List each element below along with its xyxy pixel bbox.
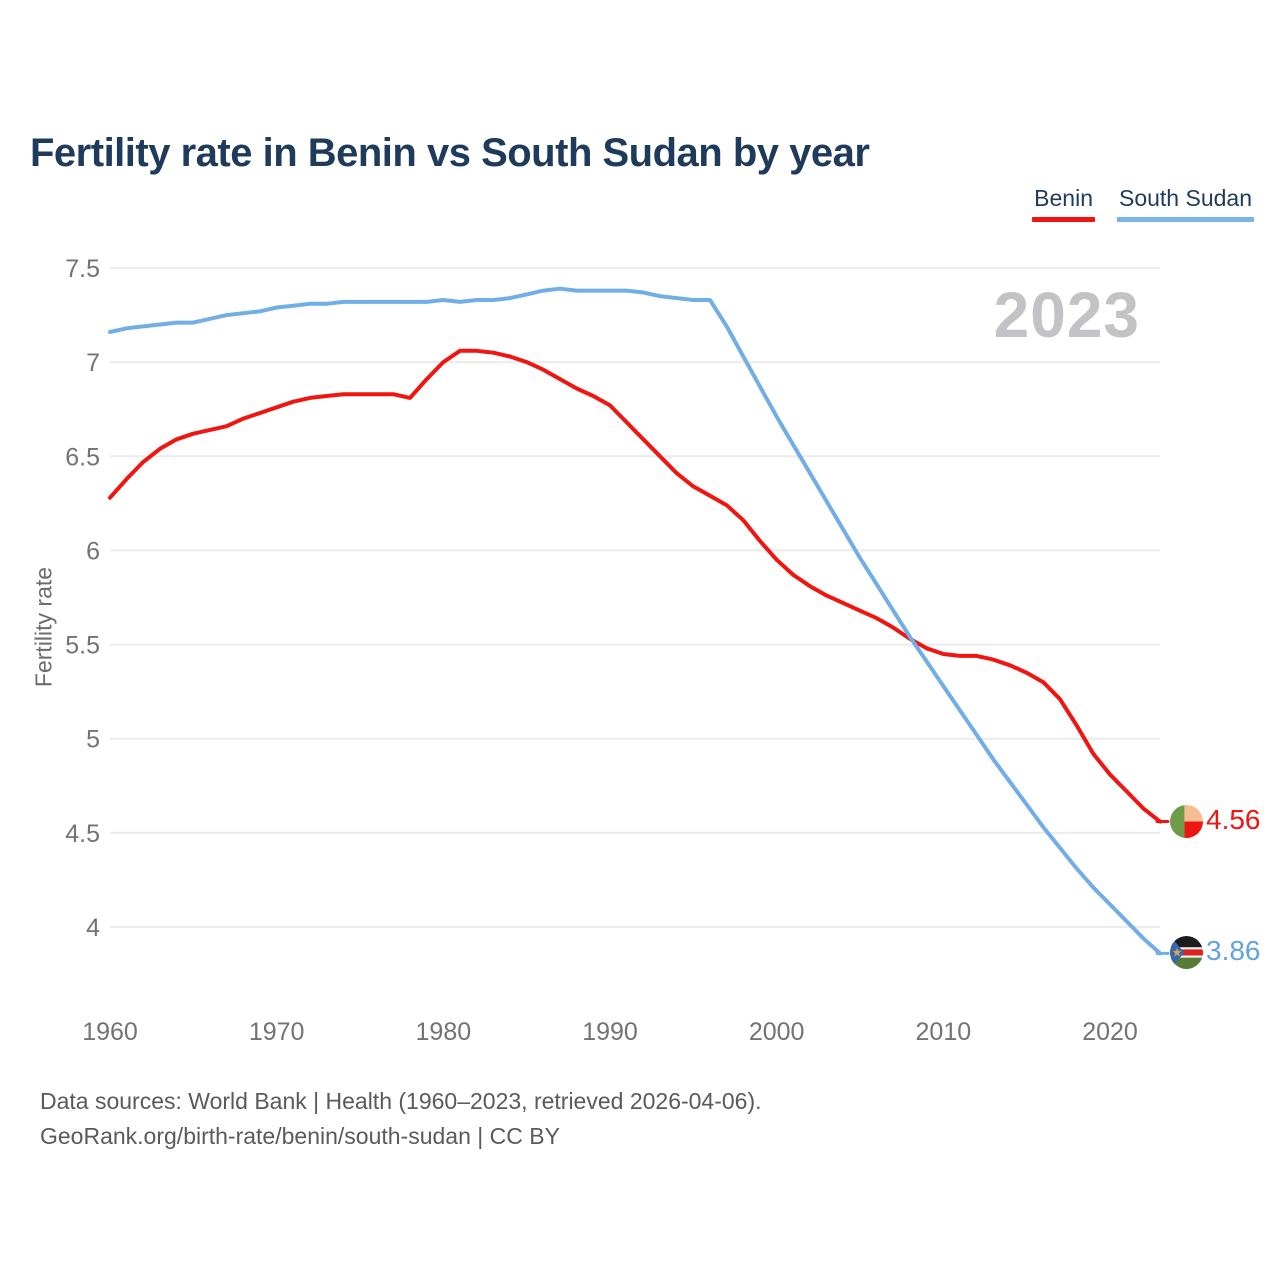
legend-swatch-benin [1032, 217, 1095, 222]
y-tick-label-6.5: 6.5 [65, 443, 100, 471]
x-tick-label-2010: 2010 [916, 1018, 972, 1046]
source-line-1: Data sources: World Bank | Health (1960–… [40, 1088, 762, 1114]
y-tick-label-7: 7 [86, 349, 100, 377]
south-sudan-flag-icon [1170, 936, 1203, 969]
y-tick-label-6: 6 [86, 537, 100, 565]
y-tick-label-5: 5 [86, 726, 100, 754]
y-tick-label-7.5: 7.5 [65, 255, 100, 283]
legend-item-south-sudan[interactable]: South Sudan [1116, 185, 1254, 222]
legend-item-benin[interactable]: Benin [1032, 185, 1095, 222]
y-tick-label-4.5: 4.5 [65, 820, 100, 848]
series-line-south-sudan [108, 286, 1162, 956]
x-tick-label-2000: 2000 [749, 1018, 805, 1046]
x-tick-label-1990: 1990 [582, 1018, 638, 1046]
source-line-2: GeoRank.org/birth-rate/benin/south-sudan… [40, 1123, 560, 1149]
legend: Benin South Sudan [1032, 185, 1254, 222]
chart-title: Fertility rate in Benin vs South Sudan b… [30, 130, 870, 175]
benin-flag-icon [1170, 805, 1203, 838]
y-tick-label-5.5: 5.5 [65, 632, 100, 660]
benin-end-value-label: 4.56 [1206, 804, 1261, 835]
x-tick-label-1970: 1970 [249, 1018, 305, 1046]
watermark-year: 2023 [993, 279, 1140, 351]
legend-label-benin: Benin [1034, 185, 1093, 211]
x-tick-label-1980: 1980 [416, 1018, 472, 1046]
y-tick-label-4: 4 [86, 914, 100, 942]
x-tick-label-2020: 2020 [1082, 1018, 1138, 1046]
x-tick-label-1960: 1960 [82, 1018, 138, 1046]
data-source-note: Data sources: World Bank | Health (1960–… [40, 1084, 762, 1154]
south-sudan-end-value-label: 3.86 [1206, 935, 1261, 966]
series-line-benin [108, 348, 1162, 824]
legend-label-south-sudan: South Sudan [1118, 185, 1252, 211]
legend-swatch-south-sudan [1116, 217, 1254, 222]
